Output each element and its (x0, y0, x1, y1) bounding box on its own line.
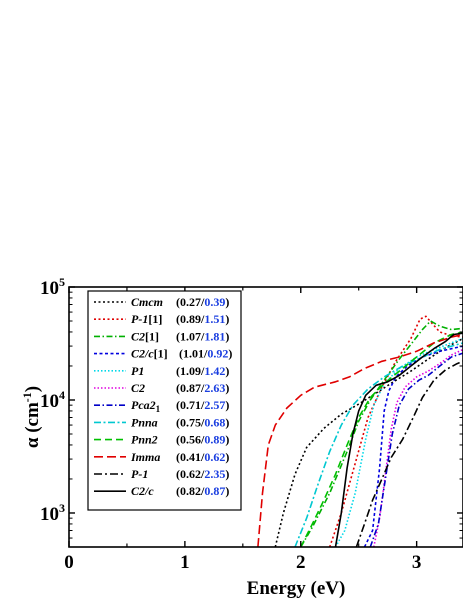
series-line (300, 320, 463, 547)
x-tick-label: 2 (296, 552, 306, 573)
series-line (257, 333, 463, 547)
legend-label: P1 (131, 364, 144, 378)
legend-label: C2 (131, 381, 145, 395)
legend-values: (1.09/1.42) (176, 364, 229, 378)
axes: 0 1 2 3 103 104 105 (40, 275, 463, 573)
legend-values: (1.01/0.92) (179, 347, 232, 361)
series-line (369, 352, 463, 547)
series-line (334, 337, 463, 547)
legend-values: (1.07/1.81) (176, 329, 229, 343)
legend-label: Pnna (131, 415, 158, 429)
legend-label: Pca21 (131, 398, 161, 414)
series-line (363, 345, 463, 547)
legend-values: (0.82/0.87) (176, 484, 229, 498)
y-axis-title: α (cm-1) (20, 386, 43, 448)
legend-values: (0.71/2.57) (176, 398, 229, 412)
legend-values: (0.87/2.63) (176, 381, 229, 395)
x-tick-label: 1 (180, 552, 190, 573)
x-axis-title: Energy (eV) (247, 578, 346, 599)
legend-values: (0.41/0.62) (176, 450, 229, 464)
legend-label: Pnn2 (131, 433, 158, 447)
series-line (300, 331, 463, 547)
series-line (373, 348, 463, 547)
series-line (294, 342, 463, 547)
legend-values: (0.56/0.89) (176, 433, 229, 447)
y-tick-label: 103 (40, 501, 65, 525)
series-line (355, 360, 463, 547)
x-tick-label: 3 (412, 552, 422, 573)
series-line (334, 332, 463, 547)
series-curves (257, 315, 463, 547)
y-tick-label: 104 (40, 388, 65, 412)
legend-label: Imma (130, 450, 160, 464)
legend-label: C2/c[1] (131, 347, 168, 361)
legend-label: Cmcm (131, 295, 163, 309)
legend-values: (0.89/1.51) (176, 312, 229, 326)
y-tick-label: 105 (40, 275, 65, 299)
legend-label: C2[1] (131, 329, 159, 343)
series-line (274, 337, 463, 547)
series-line (328, 315, 463, 547)
legend-values: (0.27/0.39) (176, 295, 229, 309)
legend-values: (0.62/2.35) (176, 467, 229, 481)
x-tick-label: 0 (64, 552, 74, 573)
legend-values: (0.75/0.68) (176, 415, 229, 429)
legend-label: C2/c (131, 484, 154, 498)
legend-label: P-1[1] (131, 312, 162, 326)
legend: Cmcm (0.27/0.39) P-1[1] (0.89/1.51) C2[1] (1.… (87, 290, 242, 511)
legend-label: P-1 (131, 467, 148, 481)
